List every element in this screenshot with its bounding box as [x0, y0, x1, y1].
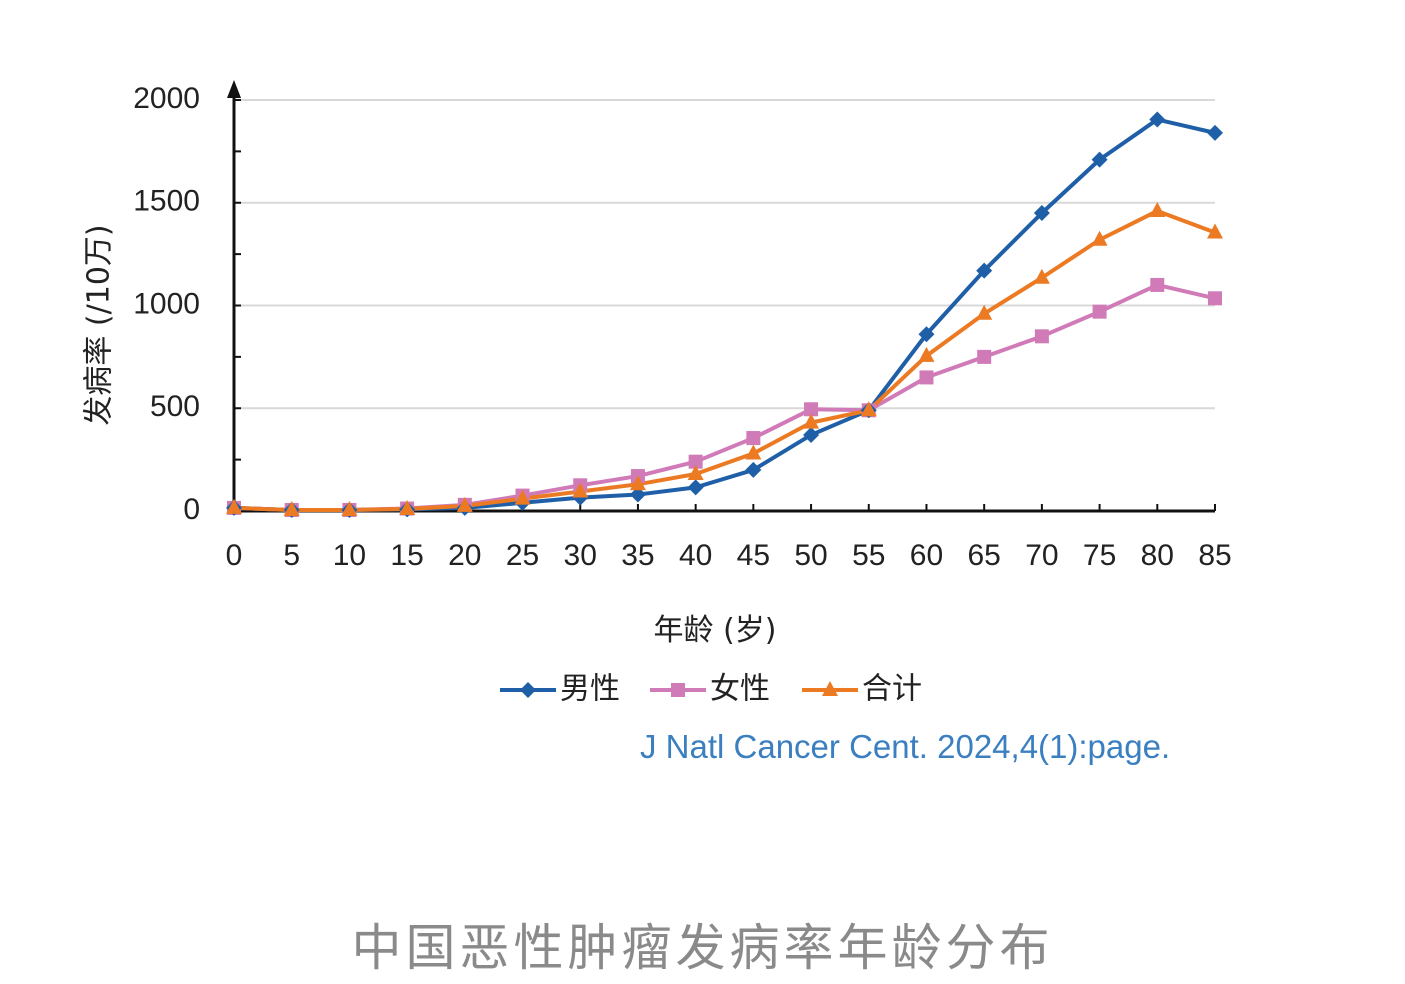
point-s0-x70 [1033, 205, 1050, 222]
series-line-2 [232, 208, 1217, 512]
point-s0-x45 [745, 461, 762, 478]
point-s2-x25 [514, 489, 531, 505]
x-tick-label-60: 60 [910, 539, 943, 572]
x-tick-label-40: 40 [679, 539, 712, 572]
point-s1-x75 [1092, 304, 1107, 319]
point-s0-x60 [918, 326, 935, 343]
point-s0-x85 [1207, 124, 1223, 141]
x-tick-label-80: 80 [1141, 539, 1174, 572]
point-s2-x50 [803, 413, 820, 429]
y-axis-arrow [227, 80, 241, 98]
point-s2-x80 [1149, 201, 1166, 217]
point-s0-x75 [1091, 151, 1108, 168]
point-s2-x70 [1033, 268, 1050, 284]
point-s2-x45 [745, 444, 762, 460]
point-s1-x40 [688, 454, 703, 469]
point-s2-x60 [918, 346, 935, 362]
point-s2-x5 [283, 500, 300, 516]
y-tick-label-0: 0 [183, 493, 200, 526]
legend-label-0: 男性 [560, 672, 620, 707]
x-tick-labels: 0 5 10 15 20 25 30 35 40 45 50 55 60 65 70 75 80 85 [226, 539, 1232, 572]
source-citation: J Natl Cancer Cent. 2024,4(1):page. [640, 728, 1171, 765]
x-tick-label-55: 55 [852, 539, 885, 572]
series-line-1 [232, 282, 1217, 512]
x-tick-label-65: 65 [967, 539, 1000, 572]
y-tick-label-1500: 1500 [133, 185, 200, 218]
legend-label-2: 合计 [862, 672, 922, 707]
point-s1-x45 [746, 431, 761, 446]
point-s0-x80 [1149, 111, 1166, 128]
point-s2-x35 [629, 475, 646, 491]
series-lines [232, 117, 1217, 512]
point-s2-x75 [1091, 230, 1108, 246]
point-s0-x65 [976, 262, 993, 279]
point-s2-x85 [1207, 223, 1223, 239]
x-axis-label: 年龄 (岁) [654, 613, 777, 648]
x-tick-label-85: 85 [1198, 539, 1231, 572]
x-tick-label-70: 70 [1025, 539, 1058, 572]
point-s2-x15 [399, 499, 416, 515]
legend-marker-0 [520, 682, 536, 698]
point-s1-x85 [1208, 291, 1222, 306]
x-tick-label-50: 50 [794, 539, 827, 572]
point-s1-x70 [1034, 329, 1049, 344]
y-axis-label: 发病率 (/10万) [82, 224, 117, 425]
point-s2-x20 [456, 496, 473, 512]
point-s2-x10 [341, 500, 358, 516]
point-s1-x65 [977, 349, 992, 364]
point-s0-x35 [629, 486, 646, 503]
x-tick-label-75: 75 [1083, 539, 1116, 572]
legend-marker-2 [822, 681, 838, 696]
x-tick-label-10: 10 [333, 539, 366, 572]
x-tick-label-45: 45 [737, 539, 770, 572]
point-s0-x50 [803, 426, 820, 443]
grid-lines [234, 99, 1215, 410]
point-s2-x40 [687, 465, 704, 481]
x-tick-label-0: 0 [226, 539, 243, 572]
point-s2-x30 [572, 482, 589, 498]
x-tick-label-35: 35 [621, 539, 654, 572]
x-tick-label-20: 20 [448, 539, 481, 572]
point-s2-x55 [860, 401, 877, 417]
point-s1-x60 [919, 370, 934, 385]
point-s2-x65 [976, 304, 993, 320]
y-tick-label-2000: 2000 [133, 82, 200, 115]
point-s1-x50 [804, 402, 819, 417]
legend-label-1: 女性 [710, 672, 770, 707]
y-tick-labels: 0 500 1000 1500 2000 [133, 82, 200, 526]
x-tick-label-25: 25 [506, 539, 539, 572]
axes [227, 80, 1216, 513]
y-tick-label-1000: 1000 [133, 287, 200, 320]
x-tick-label-30: 30 [564, 539, 597, 572]
x-tick-label-15: 15 [390, 539, 423, 572]
y-tick-label-500: 500 [150, 390, 200, 423]
point-s0-x40 [687, 479, 704, 496]
point-s1-x80 [1150, 277, 1165, 292]
series-markers [226, 111, 1223, 518]
legend-marker-1 [671, 683, 685, 697]
legend: 男性 女性 合计 [500, 672, 922, 707]
x-tick-label-5: 5 [283, 539, 300, 572]
figure-caption: 中国恶性肿瘤发病率年龄分布 [351, 919, 1054, 977]
point-s2-x0 [226, 498, 242, 514]
